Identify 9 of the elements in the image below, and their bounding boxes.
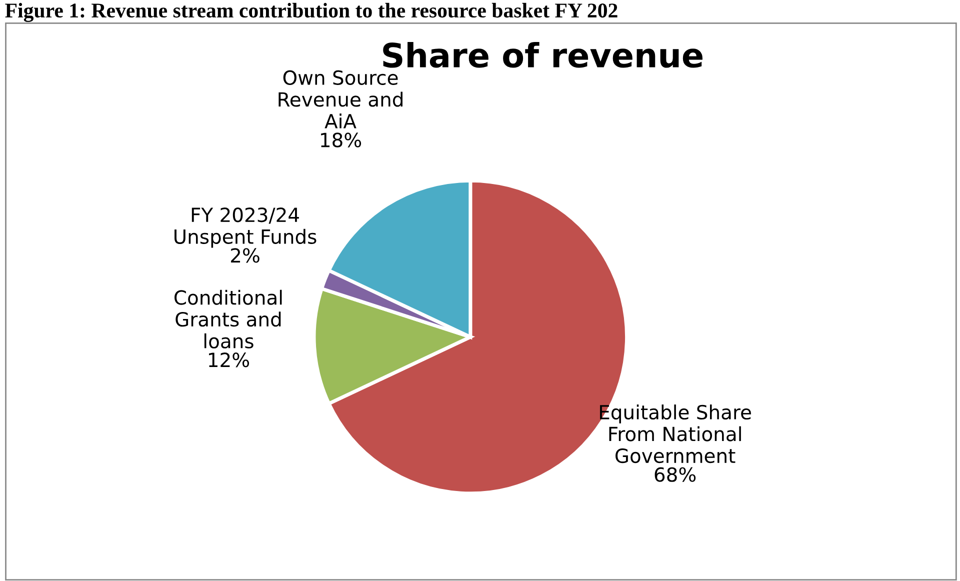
slice-label: Conditional Grants and loans: [174, 290, 282, 348]
slice-label: Own Source Revenue and AiA: [278, 70, 402, 128]
data-label: 12%: [209, 352, 250, 368]
caption: Figure 1: Revenue stream contribution to the resource basket FY 202: [5, 2, 618, 22]
data-label: 2%: [231, 248, 260, 263]
slice-label: FY 2023/24 Unspent Funds: [174, 208, 316, 248]
chart-title: Share of revenue: [383, 42, 702, 68]
data-label: 68%: [654, 467, 696, 482]
data-label: 18%: [321, 132, 362, 148]
